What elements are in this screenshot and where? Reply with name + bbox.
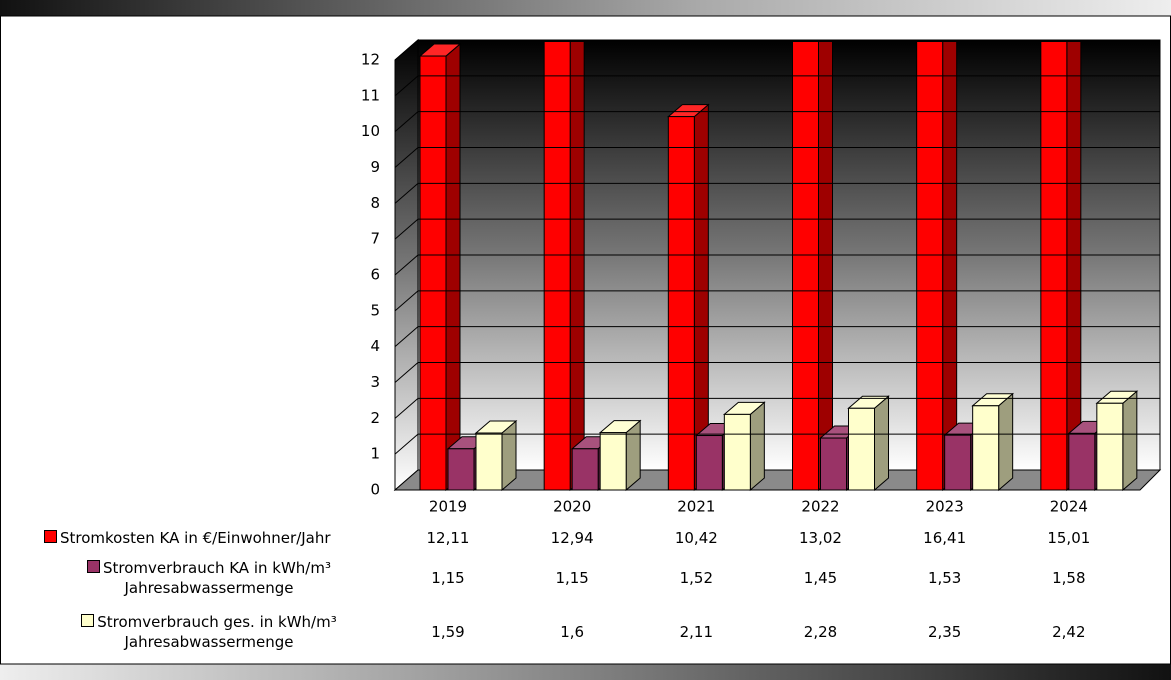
x-tick-label: 2021 — [677, 498, 715, 516]
y-tick-label: 8 — [370, 194, 380, 212]
bar — [916, 42, 944, 491]
table-value: 10,42 — [674, 529, 718, 547]
bar — [419, 55, 447, 491]
legend-label: Stromkosten KA in €/Einwohner/Jahr — [60, 529, 331, 547]
grid-line — [394, 326, 419, 348]
grid-line — [394, 218, 419, 240]
legend-label: Stromverbrauch ges. in kWh/m³ Jahresabwa… — [97, 613, 337, 651]
x-tick-label: 2019 — [429, 498, 467, 516]
grid-line — [394, 75, 419, 97]
y-tick-label: 1 — [370, 445, 380, 463]
table-value: 1,53 — [927, 569, 962, 587]
bar-side — [942, 42, 958, 492]
bar — [447, 448, 475, 491]
legend-key — [81, 614, 95, 627]
bar — [695, 435, 723, 491]
table-value: 12,11 — [426, 529, 470, 547]
y-tick-label: 0 — [370, 481, 380, 499]
table-value: 1,15 — [555, 569, 589, 587]
bars — [418, 42, 1139, 492]
bar — [667, 116, 695, 491]
bar-side — [569, 42, 585, 492]
y-tick-label: 9 — [370, 158, 380, 176]
bar-side — [818, 42, 833, 492]
y-tick-label: 12 — [361, 51, 380, 69]
y-tick-label: 5 — [370, 301, 380, 319]
bar — [475, 432, 503, 491]
bar — [848, 407, 875, 491]
y-tick-label: 7 — [370, 230, 380, 248]
bar — [972, 405, 1000, 491]
grid-line — [394, 147, 419, 168]
bar — [944, 434, 972, 491]
grid-line — [394, 433, 419, 455]
bar — [723, 413, 751, 491]
table-value: 2,42 — [1052, 623, 1086, 641]
table-value: 1,15 — [431, 569, 465, 587]
legend-entry: Stromverbrauch KA in kWh/m³ Jahresabwass… — [44, 558, 374, 598]
legend-key — [44, 530, 57, 543]
legend-entry: Stromkosten KA in €/Einwohner/Jahr — [44, 528, 374, 548]
x-tick-label: 2022 — [801, 498, 839, 516]
table-value: 1,45 — [803, 569, 838, 587]
top-band — [0, 0, 1171, 16]
bar — [1068, 432, 1096, 491]
grid-line — [394, 182, 419, 204]
bar — [1040, 42, 1068, 491]
table-value: 13,02 — [799, 529, 842, 547]
bar — [792, 42, 819, 491]
table-value: 16,41 — [923, 529, 967, 547]
y-tick-label: 10 — [361, 122, 380, 140]
grid-line — [394, 397, 419, 419]
y-tick-label: 11 — [361, 86, 380, 104]
y-tick-label: 2 — [370, 409, 380, 427]
bar — [543, 42, 571, 491]
bar — [820, 437, 847, 491]
bar-side — [445, 42, 461, 492]
legend-label: Stromverbrauch KA in kWh/m³ Jahresabwass… — [103, 559, 331, 597]
bar-side — [1122, 390, 1138, 492]
bar-side — [749, 401, 765, 492]
x-tick-label: 2024 — [1050, 498, 1088, 516]
grid-line — [394, 254, 419, 276]
y-tick-label: 4 — [370, 337, 380, 355]
table-value: 1,6 — [560, 623, 585, 641]
grid-line — [394, 39, 419, 61]
grid-line — [394, 111, 419, 133]
legend-key — [87, 560, 101, 573]
grid-line — [394, 290, 419, 312]
bottom-band — [0, 664, 1171, 680]
table-value: 2,28 — [803, 623, 838, 641]
y-tick-label: 3 — [370, 373, 380, 391]
grid-line — [394, 362, 419, 383]
table-value: 1,52 — [679, 569, 714, 587]
bar-side — [998, 392, 1014, 492]
legend-entry: Stromverbrauch ges. in kWh/m³ Jahresabwa… — [44, 612, 374, 652]
table-value: 1,59 — [431, 623, 465, 641]
table-value: 12,94 — [550, 529, 594, 547]
x-tick-label: 2020 — [553, 498, 591, 516]
y-tick-label: 6 — [370, 266, 380, 284]
table-value: 2,11 — [679, 623, 714, 641]
x-tick-label: 2023 — [926, 498, 964, 516]
bar-side — [1066, 42, 1082, 492]
bar — [1096, 402, 1124, 491]
bar — [571, 448, 599, 491]
bar — [599, 432, 627, 491]
table-value: 15,01 — [1047, 529, 1091, 547]
bar-side — [874, 395, 889, 492]
table-value: 2,35 — [927, 623, 962, 641]
table-value: 1,58 — [1052, 569, 1086, 587]
